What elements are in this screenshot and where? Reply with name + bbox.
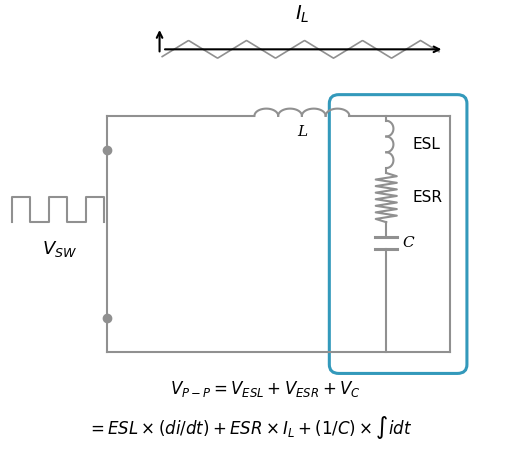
Text: ESR: ESR [413,190,443,205]
Text: L: L [297,125,307,139]
Text: $I_L$: $I_L$ [295,3,309,24]
Text: $= ESL \times (di/dt) + ESR \times I_L + (1/C) \times \int idt$: $= ESL \times (di/dt) + ESR \times I_L +… [86,414,412,441]
Text: $V_{SW}$: $V_{SW}$ [42,239,77,259]
Text: C: C [402,236,414,250]
Text: ESL: ESL [413,137,440,152]
Text: $V_{P-P} = V_{ESL} + V_{ESR} + V_C$: $V_{P-P} = V_{ESL} + V_{ESR} + V_C$ [170,379,360,399]
